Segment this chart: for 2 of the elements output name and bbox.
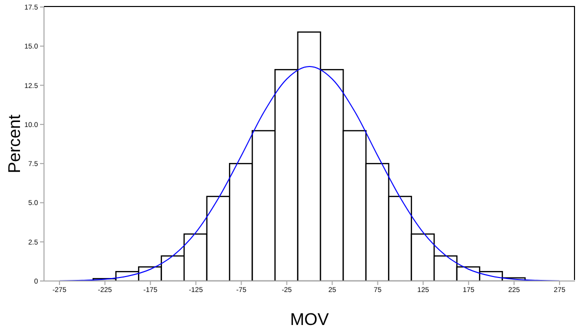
y-axis-title: Percent [5, 114, 24, 174]
x-axis-title: MOV [290, 310, 330, 329]
